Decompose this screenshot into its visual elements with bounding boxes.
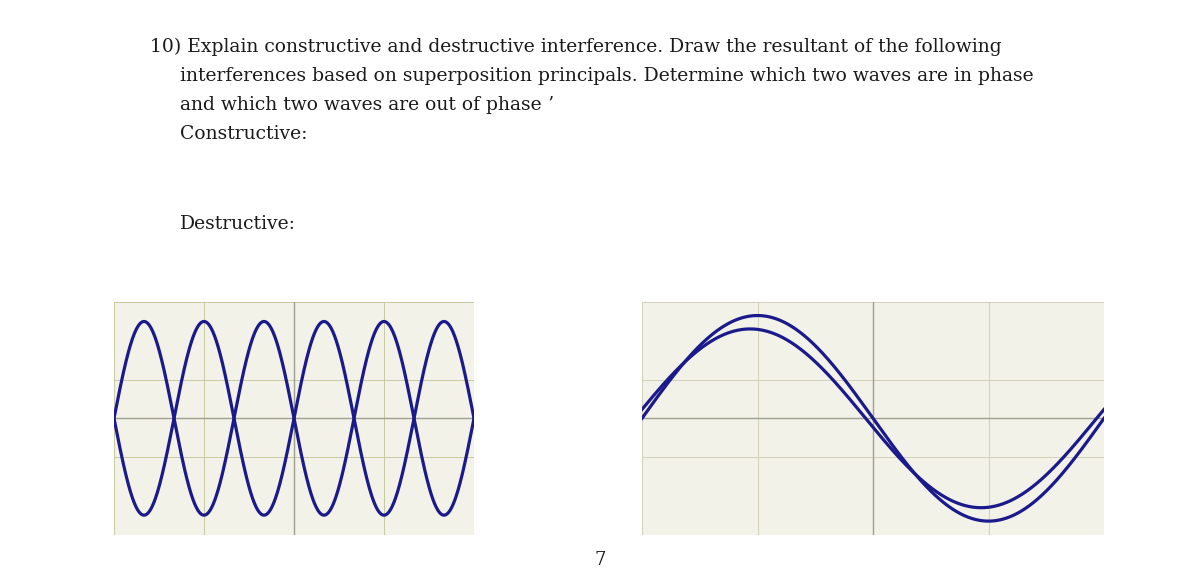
Text: interferences based on superposition principals. Determine which two waves are i: interferences based on superposition pri… bbox=[180, 67, 1033, 85]
Text: 10) Explain constructive and destructive interference. Draw the resultant of the: 10) Explain constructive and destructive… bbox=[150, 38, 1002, 56]
Text: Constructive:: Constructive: bbox=[180, 125, 307, 143]
Text: 7: 7 bbox=[594, 551, 606, 569]
Text: and which two waves are out of phase ʼ: and which two waves are out of phase ʼ bbox=[180, 96, 553, 114]
Text: Destructive:: Destructive: bbox=[180, 215, 296, 233]
